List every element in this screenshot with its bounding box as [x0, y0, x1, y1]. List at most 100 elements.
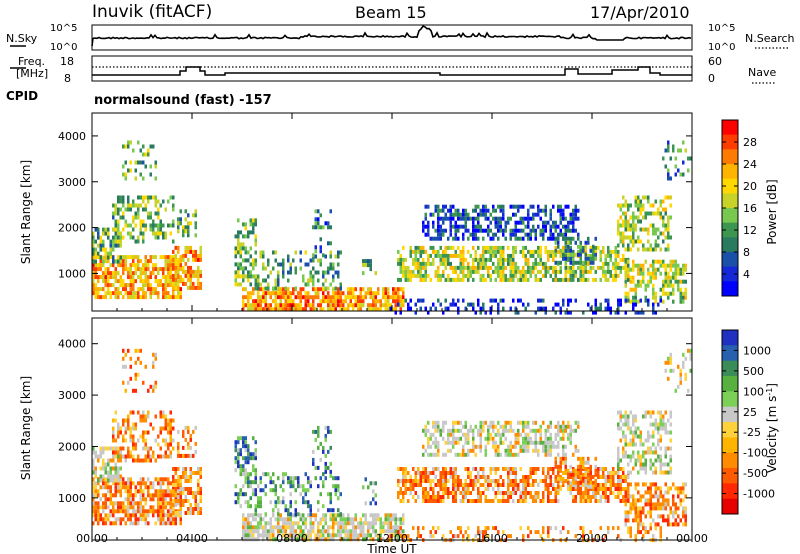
velocity-cell: [507, 452, 510, 457]
velocity-cell: [117, 450, 120, 455]
velocity-cell: [582, 499, 585, 503]
velocity-cell: [579, 491, 582, 495]
velocity-cell: [442, 428, 445, 433]
power-cell: [529, 204, 532, 209]
velocity-cell: [462, 452, 465, 457]
velocity-cell: [517, 483, 520, 487]
velocity-cell: [172, 489, 175, 494]
velocity-cell: [489, 432, 492, 437]
power-cell: [442, 253, 445, 258]
velocity-cell: [134, 376, 137, 381]
velocity-cell: [454, 483, 457, 487]
velocity-cell: [424, 499, 427, 503]
power-cell: [632, 243, 635, 248]
power-cell: [99, 243, 102, 248]
velocity-cell: [164, 513, 167, 518]
velocity-cell: [172, 485, 175, 490]
power-cell: [559, 248, 562, 253]
velocity-cell: [474, 475, 477, 479]
velocity-cell: [144, 509, 147, 514]
velocity-cell: [657, 486, 660, 491]
power-cell: [424, 265, 427, 270]
velocity-cell: [132, 454, 135, 459]
power-cell: [677, 148, 680, 153]
velocity-cell: [612, 471, 615, 475]
power-cell: [137, 195, 140, 200]
velocity-cell: [494, 424, 497, 429]
velocity-cell: [579, 495, 582, 499]
velocity-cell: [274, 492, 277, 497]
velocity-cell: [159, 521, 162, 526]
velocity-cell: [164, 442, 167, 447]
power-cell: [462, 253, 465, 258]
power-cell: [494, 253, 497, 258]
power-cell: [134, 263, 137, 268]
velocity-cell: [612, 467, 615, 471]
velocity-cell: [592, 487, 595, 491]
power-cell: [309, 270, 312, 275]
velocity-cell: [452, 428, 455, 433]
power-cell: [139, 172, 142, 177]
power-cell: [667, 172, 670, 177]
power-cell: [149, 283, 152, 288]
power-cell: [472, 208, 475, 213]
power-cell: [129, 295, 132, 300]
power-cell: [589, 256, 592, 261]
velocity-cell: [162, 521, 165, 526]
power-cell: [107, 267, 110, 272]
velocity-cell: [354, 537, 357, 542]
velocity-cell: [534, 491, 537, 495]
power-cell: [122, 283, 125, 288]
velocity-cell: [187, 507, 190, 511]
velocity-cell: [249, 504, 252, 509]
velocity-cell: [254, 529, 257, 534]
power-cell: [144, 203, 147, 208]
power-cell: [102, 263, 105, 268]
velocity-cell: [527, 440, 530, 445]
power-cell: [654, 291, 657, 296]
velocity-cell: [482, 483, 485, 487]
power-cell: [172, 273, 175, 278]
velocity-cell: [632, 498, 635, 503]
velocity-cell: [402, 513, 405, 518]
power-cell: [667, 247, 670, 252]
power-cell: [199, 245, 202, 250]
velocity-cell: [442, 436, 445, 441]
velocity-cell: [124, 426, 127, 431]
power-cell: [414, 265, 417, 270]
velocity-cell: [329, 445, 332, 450]
velocity-cell: [437, 467, 440, 471]
velocity-cell: [597, 471, 600, 475]
power-cell: [547, 220, 550, 225]
velocity-cell: [97, 513, 100, 518]
power-cell: [504, 265, 507, 270]
power-cell: [347, 307, 350, 312]
power-cell: [254, 286, 257, 291]
velocity-cell: [172, 513, 175, 518]
power-cell: [472, 228, 475, 233]
velocity-cell: [182, 499, 185, 503]
velocity-cell: [609, 479, 612, 483]
power-cell: [524, 253, 527, 258]
velocity-cell: [242, 456, 245, 461]
power-cell: [614, 310, 617, 315]
power-cell: [679, 299, 682, 304]
velocity-cell: [152, 388, 155, 393]
power-cell: [334, 286, 337, 291]
velocity-cell: [652, 494, 655, 499]
power-cell: [424, 216, 427, 221]
velocity-cell: [332, 484, 335, 489]
power-cell: [114, 219, 117, 224]
velocity-cell: [322, 517, 325, 522]
power-cell: [129, 255, 132, 260]
velocity-cell: [147, 513, 150, 518]
power-cell: [552, 249, 555, 254]
velocity-cell: [627, 498, 630, 503]
velocity-cell: [139, 505, 142, 510]
velocity-cell: [162, 438, 165, 443]
velocity-cell: [239, 488, 242, 493]
power-cell: [579, 256, 582, 261]
power-cell: [114, 231, 117, 236]
velocity-cell: [247, 521, 250, 526]
power-cell: [362, 263, 365, 268]
